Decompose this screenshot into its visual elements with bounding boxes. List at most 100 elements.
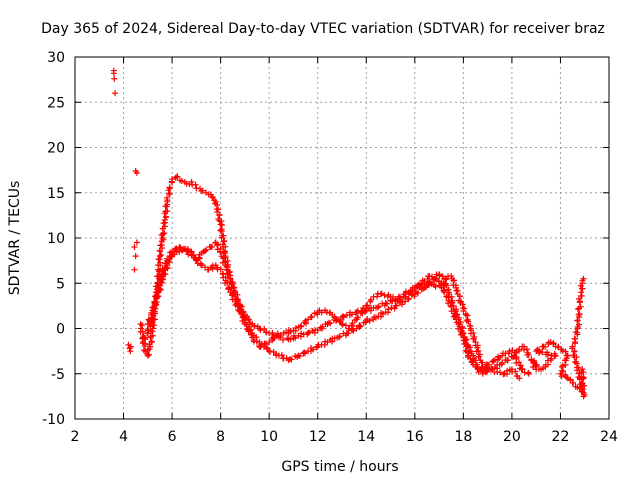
data-point <box>139 328 146 335</box>
data-point <box>470 329 477 336</box>
data-point <box>233 298 240 305</box>
data-point <box>350 327 357 334</box>
data-point <box>157 276 164 283</box>
data-point <box>110 67 117 74</box>
data-point <box>163 194 170 201</box>
data-point <box>405 295 412 302</box>
data-point <box>354 307 361 314</box>
data-point <box>367 296 374 303</box>
data-point <box>240 308 247 315</box>
x-tick-label: 20 <box>503 429 521 445</box>
data-point <box>157 242 164 249</box>
data-point <box>292 324 299 331</box>
data-point <box>475 353 482 360</box>
data-point <box>296 353 303 360</box>
data-point <box>576 299 583 306</box>
data-point <box>374 304 381 311</box>
data-point <box>221 238 228 245</box>
data-point <box>205 191 212 198</box>
grid <box>75 57 609 419</box>
x-tick-label: 2 <box>71 429 80 445</box>
data-point <box>305 330 312 337</box>
data-point <box>458 329 465 336</box>
data-point <box>432 283 439 290</box>
data-point <box>274 332 281 339</box>
data-point <box>579 277 586 284</box>
data-point <box>570 379 577 386</box>
data-point <box>145 316 152 323</box>
data-point <box>512 368 519 375</box>
data-point <box>572 329 579 336</box>
data-marks <box>110 67 588 400</box>
data-point <box>302 317 309 324</box>
data-point <box>218 218 225 225</box>
data-point <box>348 311 355 318</box>
data-point <box>525 351 532 358</box>
data-point <box>168 253 175 260</box>
data-point <box>145 351 152 358</box>
data-point <box>563 374 570 381</box>
data-point <box>156 285 163 292</box>
data-point <box>496 355 503 362</box>
data-point <box>160 270 167 277</box>
data-point <box>176 244 183 251</box>
data-point <box>234 303 241 310</box>
data-point <box>517 362 524 369</box>
data-point <box>314 311 321 318</box>
data-point <box>139 322 146 329</box>
data-point <box>505 350 512 357</box>
data-point <box>148 328 155 335</box>
data-point <box>336 333 343 340</box>
data-point <box>339 313 346 320</box>
data-point <box>209 193 216 200</box>
data-point <box>204 266 211 273</box>
data-point <box>294 354 301 361</box>
chart-title: Day 365 of 2024, Sidereal Day-to-day VTE… <box>41 21 605 37</box>
data-point <box>318 309 325 316</box>
data-point <box>579 385 586 392</box>
data-point <box>111 75 118 82</box>
data-point <box>253 334 260 341</box>
data-point <box>228 292 235 299</box>
data-point <box>478 359 485 366</box>
data-point <box>570 352 577 359</box>
data-point <box>489 358 496 365</box>
data-point <box>150 304 157 311</box>
y-tick-label: 20 <box>47 141 65 157</box>
x-tick-label: 6 <box>168 429 177 445</box>
data-point <box>270 333 277 340</box>
data-point <box>216 211 223 218</box>
data-point <box>479 370 486 377</box>
data-point <box>263 329 270 336</box>
data-point <box>287 336 294 343</box>
data-point <box>155 282 162 289</box>
data-point <box>519 365 526 372</box>
data-point <box>340 314 347 321</box>
data-point <box>336 334 343 341</box>
data-point <box>127 343 134 350</box>
data-point <box>472 357 479 364</box>
data-point <box>284 335 291 342</box>
data-point <box>466 322 473 329</box>
data-point <box>410 284 417 291</box>
data-point <box>366 317 373 324</box>
y-tick-label: 25 <box>47 95 65 111</box>
y-tick-label: 30 <box>47 50 65 66</box>
data-point <box>163 264 170 271</box>
data-point <box>558 373 565 380</box>
data-point <box>439 273 446 280</box>
data-point <box>229 280 236 287</box>
data-point <box>230 287 237 294</box>
data-point <box>475 369 482 376</box>
x-tick-label: 22 <box>552 429 570 445</box>
data-point <box>497 369 504 376</box>
data-point <box>192 181 199 188</box>
data-point <box>209 262 216 269</box>
data-point <box>161 230 168 237</box>
data-point <box>186 181 193 188</box>
data-point <box>214 241 221 248</box>
data-point <box>349 320 356 327</box>
data-point <box>452 308 459 315</box>
data-point <box>468 350 475 357</box>
